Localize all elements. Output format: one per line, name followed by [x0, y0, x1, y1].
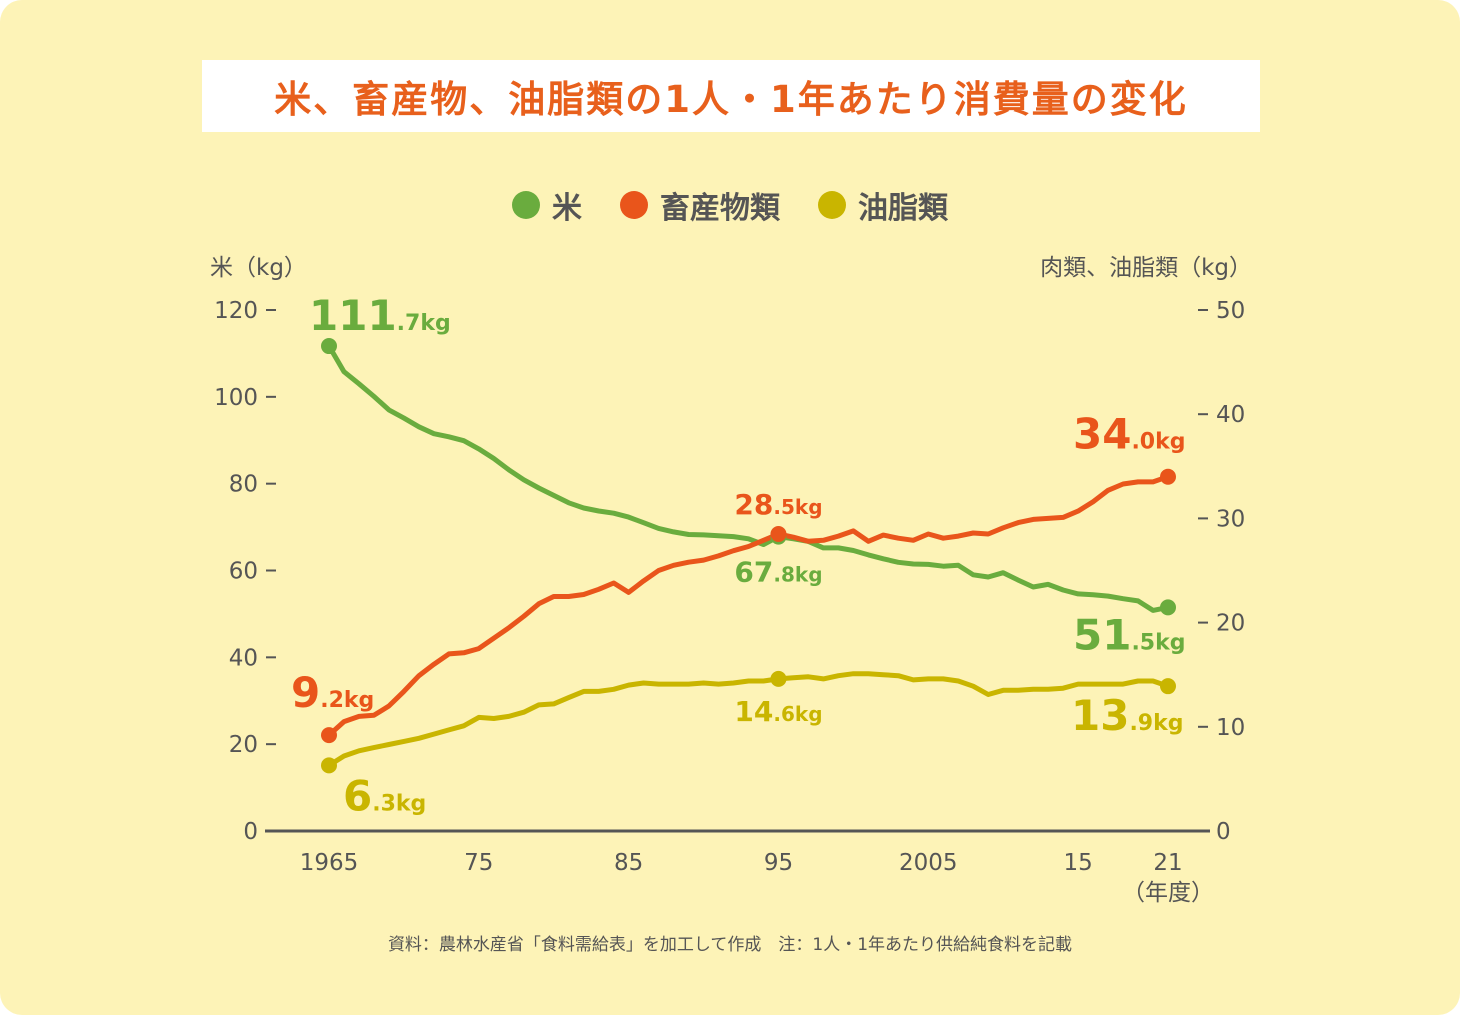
right-tick-label: 0 — [1216, 819, 1231, 845]
data-label-main: 13 — [1071, 691, 1129, 740]
legend-label-meat: 畜産物類 — [660, 191, 780, 226]
data-label-main: 51 — [1073, 610, 1131, 659]
x-tick-label: 85 — [614, 850, 643, 876]
data-label: 111.7kg — [309, 291, 451, 340]
legend: 米 畜産物類 油脂類 — [0, 183, 1460, 227]
right-tick-label: 50 — [1216, 298, 1245, 324]
right-tick-label: 30 — [1216, 506, 1245, 532]
legend-dot-rice — [512, 191, 540, 219]
x-tick-label: 75 — [464, 850, 493, 876]
data-point-marker — [770, 670, 787, 687]
data-label: 67.8kg — [734, 556, 822, 589]
data-label-main: 9 — [291, 668, 320, 717]
left-tick-label: 80 — [229, 472, 258, 498]
left-tick-label: 20 — [229, 732, 258, 758]
series-line-2 — [326, 671, 1171, 768]
legend-label-rice: 米 — [552, 191, 582, 226]
data-label-main: 67 — [734, 556, 773, 589]
right-tick-label: 40 — [1216, 402, 1245, 428]
data-label-main: 14 — [734, 695, 773, 728]
data-label-main: 111 — [309, 291, 397, 340]
right-tick-label: 20 — [1216, 611, 1245, 637]
data-label: 51.5kg — [1073, 610, 1186, 659]
data-label-main: 34 — [1073, 410, 1131, 459]
legend-item-rice: 米 — [512, 183, 582, 227]
data-label-decimal: .0kg — [1131, 430, 1185, 455]
data-label: 34.0kg — [1073, 410, 1186, 459]
data-label-decimal: .3kg — [372, 791, 426, 816]
data-label-decimal: .9kg — [1129, 711, 1183, 736]
data-label-main: 6 — [343, 771, 372, 820]
left-tick-label: 120 — [214, 298, 258, 324]
legend-item-meat: 畜産物類 — [620, 183, 780, 227]
data-label-decimal: .2kg — [320, 688, 374, 713]
data-point-marker — [770, 526, 787, 543]
data-label: 28.5kg — [734, 488, 822, 521]
legend-dot-meat — [620, 191, 648, 219]
data-point-marker — [321, 727, 337, 744]
x-tick-label: 2005 — [899, 850, 958, 876]
data-point-marker — [321, 757, 337, 774]
data-label-main: 28 — [734, 488, 773, 521]
left-tick-label: 60 — [229, 559, 258, 585]
chart-title: 米、畜産物、油脂類の1人・1年あたり消費量の変化 — [202, 60, 1260, 132]
data-label: 6.3kg — [343, 771, 426, 820]
data-label: 9.2kg — [291, 668, 374, 717]
left-tick-label: 0 — [243, 819, 258, 845]
data-label: 14.6kg — [734, 695, 822, 728]
legend-item-oil: 油脂類 — [818, 183, 948, 227]
data-label-decimal: .6kg — [773, 702, 822, 726]
series-line-1 — [326, 474, 1171, 738]
series-line-0 — [326, 343, 1171, 613]
data-point-marker — [1160, 678, 1176, 695]
left-tick-label: 100 — [214, 385, 258, 411]
data-point-marker — [1160, 468, 1176, 485]
data-label-decimal: .7kg — [397, 311, 451, 336]
right-tick-label: 10 — [1216, 715, 1245, 741]
x-tick-label: 21 — [1153, 850, 1182, 876]
source-note: 資料：農林水産省「食料需給表」を加工して作成 注：1人・1年あたり供給純食料を記… — [387, 935, 1073, 955]
x-tick-label: 95 — [764, 850, 793, 876]
x-tick-label: 15 — [1063, 850, 1092, 876]
data-label-decimal: .5kg — [773, 495, 822, 519]
left-tick-label: 40 — [229, 645, 258, 671]
data-label-decimal: .5kg — [1131, 630, 1185, 655]
data-point-marker — [321, 338, 337, 355]
right-axis-label: 肉類、油脂類（kg） — [1040, 255, 1252, 281]
x-axis-unit: （年度） — [1122, 880, 1214, 906]
legend-dot-oil — [818, 191, 846, 219]
data-label: 13.9kg — [1071, 691, 1184, 740]
data-label-decimal: .8kg — [773, 563, 822, 587]
data-point-marker — [1160, 599, 1176, 616]
legend-label-oil: 油脂類 — [858, 191, 948, 226]
x-tick-label: 1965 — [300, 850, 359, 876]
left-axis-label: 米（kg） — [210, 255, 307, 281]
